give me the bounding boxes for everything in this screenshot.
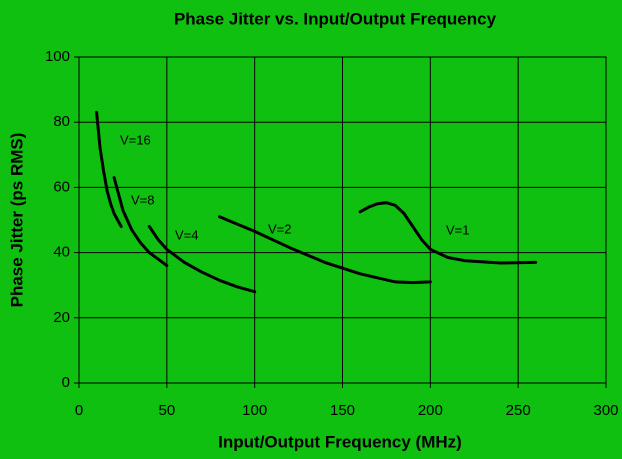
x-tick-label: 250: [506, 402, 531, 419]
series-line: [358, 201, 538, 265]
y-tick-label: 0: [62, 374, 70, 391]
x-tick-label: 0: [75, 402, 83, 419]
x-tick-label: 100: [242, 402, 267, 419]
y-tick-label: 100: [45, 48, 70, 65]
series-label: V=16: [120, 132, 151, 147]
series-line: [112, 176, 169, 268]
y-tick-label: 60: [53, 178, 70, 195]
series-label: V=1: [446, 222, 470, 237]
plot-border: [78, 56, 607, 384]
x-tick-label: 300: [593, 402, 618, 419]
series-label: V=2: [268, 221, 292, 236]
series-line: [147, 225, 257, 294]
y-tick-label: 20: [53, 309, 70, 326]
series-label: V=8: [131, 192, 155, 207]
series-line: [95, 110, 123, 228]
series-line: [218, 215, 432, 285]
y-tick-label: 40: [53, 244, 70, 261]
series-label: V=4: [175, 227, 199, 242]
x-tick-label: 200: [418, 402, 443, 419]
x-tick-label: 150: [330, 402, 355, 419]
y-tick-label: 80: [53, 113, 70, 130]
x-tick-label: 50: [158, 402, 175, 419]
chart-title: Phase Jitter vs. Input/Output Frequency: [174, 9, 497, 28]
y-axis-label: Phase Jitter (ps RMS): [7, 133, 26, 308]
x-axis-label: Input/Output Frequency (MHz): [218, 432, 462, 451]
